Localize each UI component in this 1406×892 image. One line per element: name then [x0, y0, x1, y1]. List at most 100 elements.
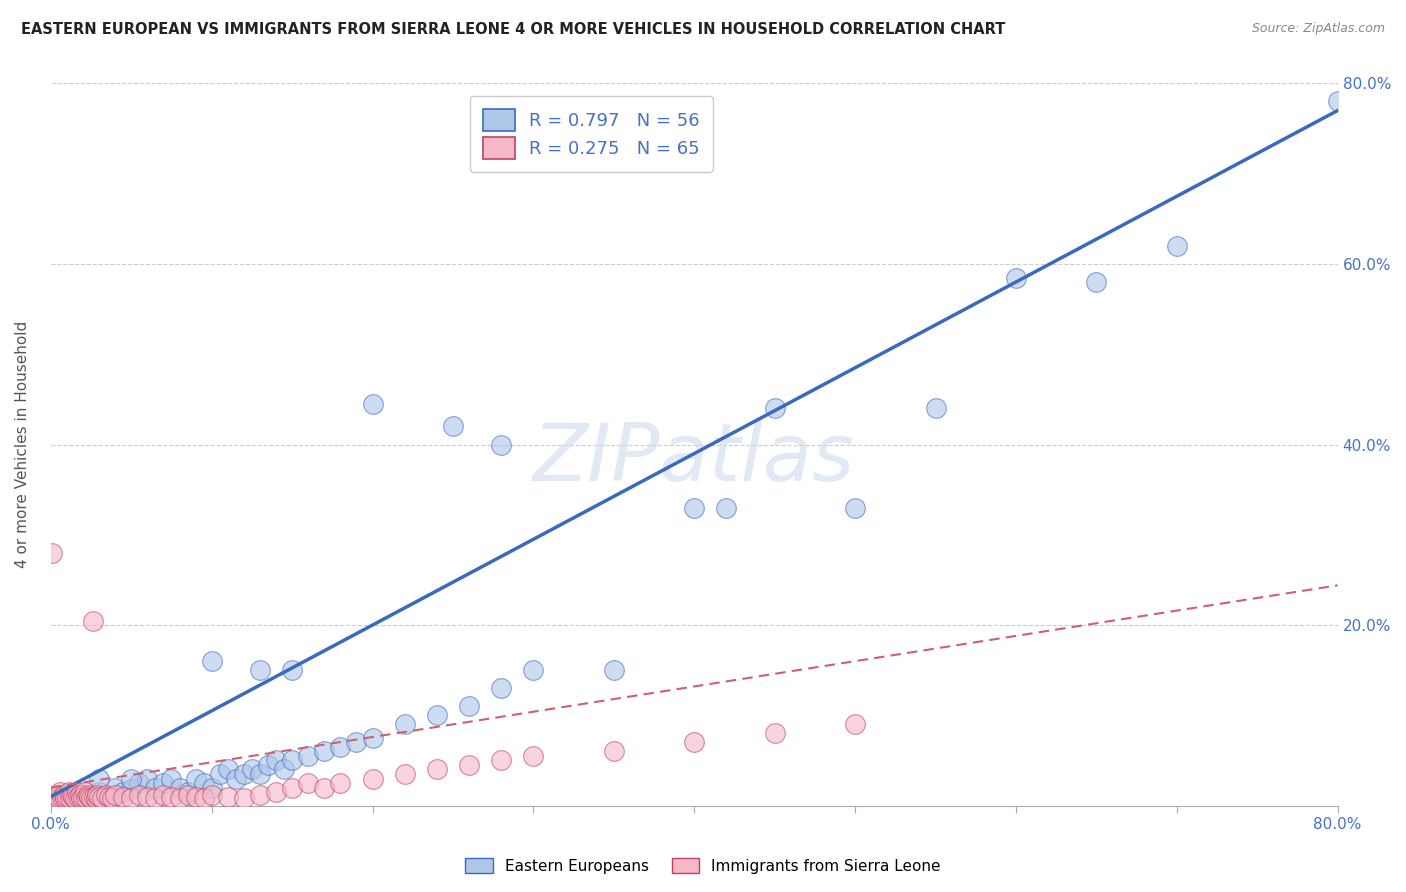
Point	[844, 717, 866, 731]
Text: EASTERN EUROPEAN VS IMMIGRANTS FROM SIERRA LEONE 4 OR MORE VEHICLES IN HOUSEHOLD: EASTERN EUROPEAN VS IMMIGRANTS FROM SIER…	[21, 22, 1005, 37]
Point	[87, 785, 110, 799]
Point	[225, 772, 247, 786]
Point	[80, 789, 103, 804]
Point	[314, 744, 336, 758]
Text: ZIPatlas: ZIPatlas	[533, 420, 855, 498]
Point	[201, 788, 224, 802]
Point	[56, 789, 79, 804]
Point	[62, 789, 84, 804]
Point	[82, 614, 104, 628]
Y-axis label: 4 or more Vehicles in Household: 4 or more Vehicles in Household	[15, 321, 30, 568]
Point	[120, 772, 142, 786]
Point	[48, 791, 70, 805]
Point	[264, 785, 287, 799]
Point	[72, 789, 94, 804]
Point	[489, 681, 512, 696]
Point	[87, 772, 110, 786]
Point	[63, 791, 86, 805]
Point	[240, 763, 263, 777]
Point	[264, 754, 287, 768]
Point	[281, 780, 304, 795]
Point	[249, 767, 271, 781]
Point	[87, 789, 110, 804]
Point	[160, 772, 183, 786]
Point	[208, 767, 231, 781]
Point	[96, 791, 118, 805]
Point	[1005, 270, 1028, 285]
Point	[49, 785, 72, 799]
Point	[329, 776, 352, 790]
Point	[297, 776, 319, 790]
Point	[72, 788, 94, 802]
Point	[441, 419, 464, 434]
Point	[86, 788, 108, 802]
Point	[152, 788, 174, 802]
Point	[42, 789, 65, 804]
Point	[193, 791, 215, 805]
Point	[489, 437, 512, 451]
Point	[249, 788, 271, 802]
Point	[112, 789, 135, 804]
Point	[249, 663, 271, 677]
Point	[160, 789, 183, 804]
Point	[193, 776, 215, 790]
Point	[51, 789, 73, 804]
Point	[48, 794, 70, 808]
Point	[84, 791, 107, 805]
Point	[361, 772, 384, 786]
Point	[76, 788, 98, 802]
Point	[426, 708, 449, 723]
Point	[184, 789, 207, 804]
Point	[75, 791, 97, 805]
Point	[145, 791, 167, 805]
Point	[426, 763, 449, 777]
Point	[94, 788, 117, 802]
Point	[136, 789, 159, 804]
Point	[314, 780, 336, 795]
Point	[79, 789, 101, 804]
Point	[603, 744, 626, 758]
Point	[1166, 239, 1188, 253]
Point	[217, 763, 239, 777]
Point	[120, 782, 142, 797]
Point	[217, 789, 239, 804]
Point	[63, 791, 86, 805]
Point	[73, 785, 96, 799]
Legend: R = 0.797   N = 56, R = 0.275   N = 65: R = 0.797 N = 56, R = 0.275 N = 65	[470, 96, 713, 172]
Point	[257, 758, 280, 772]
Point	[65, 785, 87, 799]
Point	[152, 776, 174, 790]
Point	[716, 500, 738, 515]
Point	[201, 654, 224, 668]
Point	[522, 663, 544, 677]
Point	[281, 663, 304, 677]
Point	[101, 791, 124, 805]
Point	[169, 780, 191, 795]
Point	[128, 776, 150, 790]
Point	[201, 780, 224, 795]
Point	[683, 735, 706, 749]
Point	[112, 785, 135, 799]
Point	[104, 780, 127, 795]
Point	[683, 500, 706, 515]
Point	[394, 767, 416, 781]
Point	[41, 546, 63, 560]
Point	[522, 748, 544, 763]
Point	[128, 788, 150, 802]
Point	[67, 789, 90, 804]
Point	[844, 500, 866, 515]
Point	[46, 788, 69, 802]
Point	[273, 763, 295, 777]
Point	[69, 788, 91, 802]
Point	[232, 767, 254, 781]
Point	[91, 791, 114, 805]
Point	[97, 789, 120, 804]
Point	[60, 788, 83, 802]
Point	[104, 788, 127, 802]
Point	[145, 780, 167, 795]
Point	[458, 699, 481, 714]
Point	[924, 401, 946, 416]
Point	[56, 789, 79, 804]
Point	[346, 735, 368, 749]
Point	[458, 758, 481, 772]
